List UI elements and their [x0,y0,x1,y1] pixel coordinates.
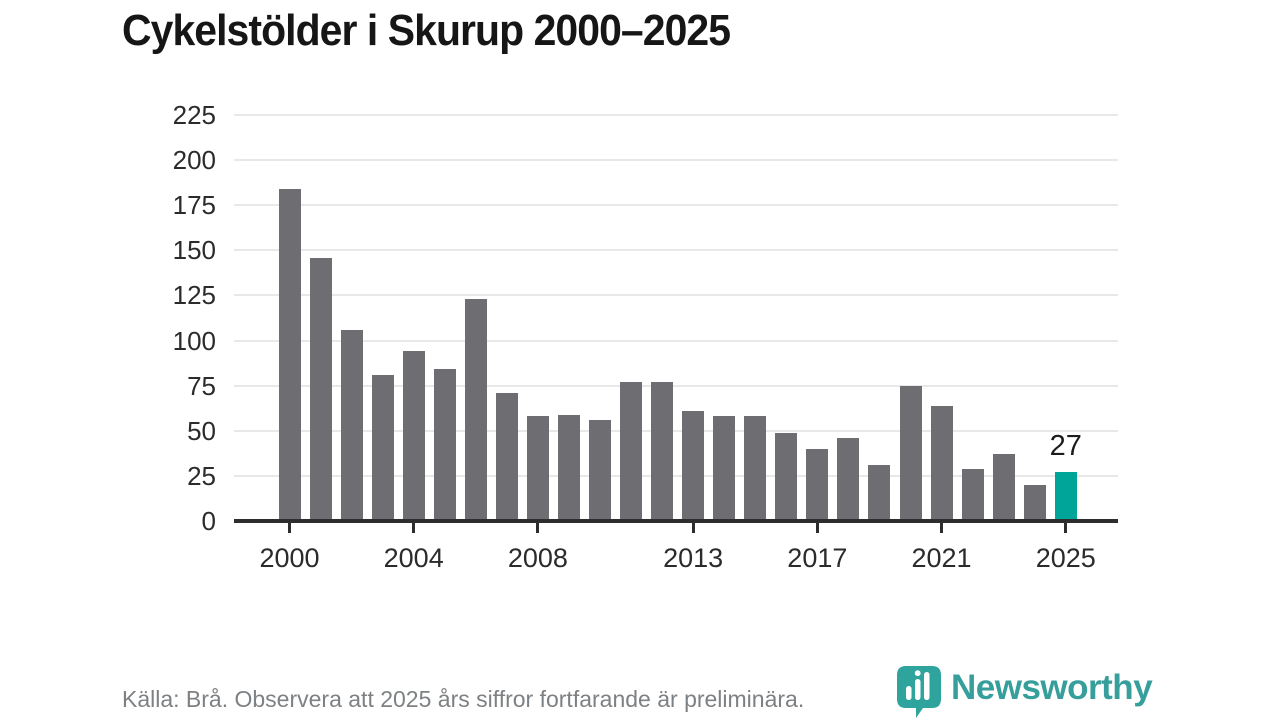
bar-2006 [464,299,487,521]
bar-2020 [899,385,922,521]
x-axis-label-2021: 2021 [911,543,972,573]
value-label-2025: 27 [1049,430,1082,463]
bar-2009 [557,414,580,521]
bar-2015 [744,416,767,521]
gridline [234,474,1118,477]
y-axis-label: 125 [172,280,216,311]
y-axis-label: 0 [201,506,216,536]
bar-2016 [775,432,798,521]
x-axis-tick [288,523,291,533]
x-axis-tick [536,523,540,533]
newsworthy-logo-icon [897,666,941,718]
bar-2005 [433,369,456,521]
bar-2017 [806,448,829,521]
bar-2007 [495,392,518,521]
bar-2011 [620,382,643,521]
x-axis-label-2008: 2008 [507,543,568,573]
gridline [234,429,1118,432]
bar-2018 [837,437,860,521]
x-axis-label-2004: 2004 [383,543,444,573]
bar-2004 [402,351,425,521]
bar-2012 [651,382,674,521]
bar-2019 [868,465,891,521]
bar-2021 [930,405,953,521]
bar-2002 [340,329,363,521]
bar-2013 [682,410,705,521]
x-axis-line [234,519,1118,523]
x-axis-label-2013: 2013 [663,543,724,573]
plot-area: 0 25 50 75 100 125 150 175 200 225 2000 2004 2008 201… [173,100,1118,573]
bar-2024 [1023,484,1046,521]
x-axis-tick [1064,523,1068,533]
bar-2003 [371,374,394,521]
bar-2014 [713,416,736,521]
bar-2008 [526,416,549,521]
bar-2025 [1054,472,1077,521]
y-axis-label: 200 [172,145,216,176]
x-axis-label-2017: 2017 [787,543,848,573]
bar-2000 [278,188,301,521]
newsworthy-wordmark: Newsworthy [951,668,1153,707]
x-axis-tick [815,523,819,533]
gridline [234,294,1118,297]
gridline [234,339,1118,342]
gridline [234,249,1118,252]
y-axis-label: 50 [187,415,216,446]
y-axis-label: 75 [187,370,216,401]
x-axis-tick [691,523,695,533]
gridline [234,159,1118,162]
y-axis-label: 25 [187,460,216,491]
gridline [234,384,1118,387]
bar-2022 [961,468,984,521]
gridline [234,204,1118,207]
y-axis-label: 150 [172,235,216,266]
x-axis-tick [412,523,416,533]
gridline [234,114,1118,116]
x-axis-label-2000: 2000 [259,543,320,573]
y-axis-label: 175 [172,190,216,221]
x-axis-tick [940,523,944,533]
y-axis-label: 100 [172,325,216,356]
bar-2001 [309,257,332,521]
chart-title: Cykelstölder i Skurup 2000–2025 [122,6,731,55]
x-axis-label-2025: 2025 [1035,543,1096,573]
bar-2023 [992,454,1015,521]
source-note: Källa: Brå. Observera att 2025 års siffr… [122,686,805,712]
y-axis-label: 225 [172,100,216,130]
bar-2010 [589,419,611,521]
